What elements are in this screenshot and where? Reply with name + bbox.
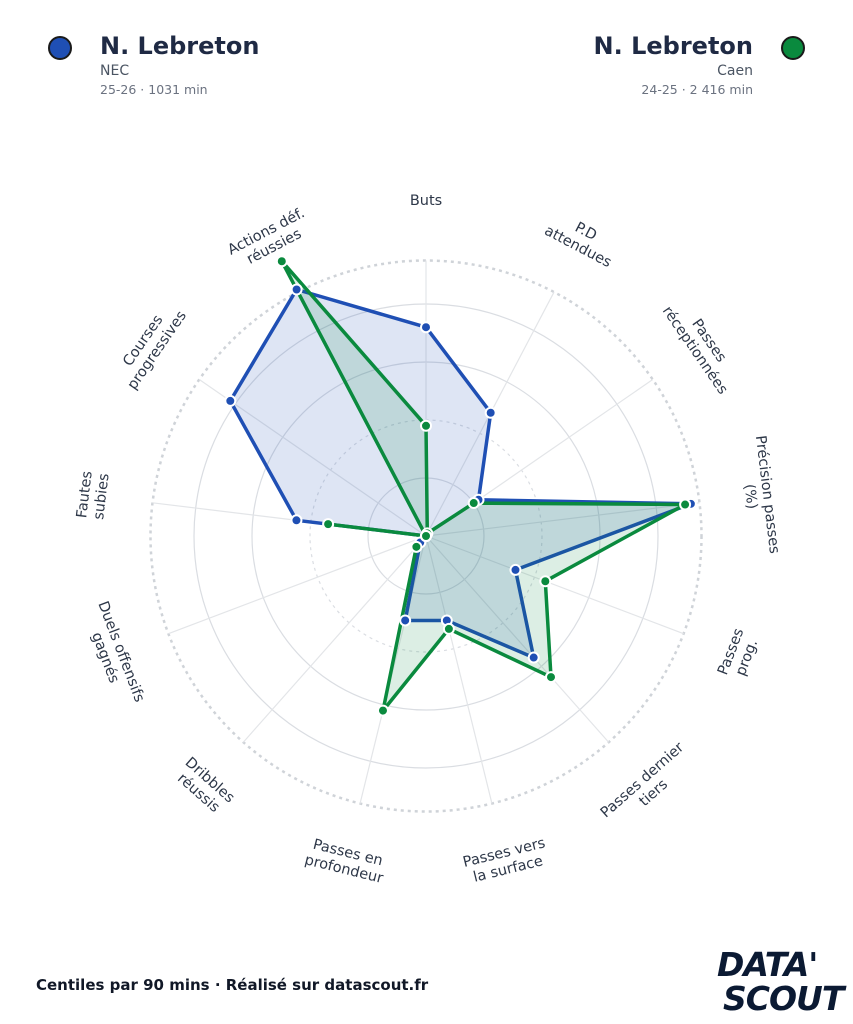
player-2-meta: 24-25 · 2 416 min bbox=[641, 82, 753, 97]
series-1-point-2 bbox=[484, 406, 497, 419]
series-2-point-12 bbox=[420, 530, 432, 542]
player-2-color-dot bbox=[781, 36, 805, 60]
series-2-point-4 bbox=[679, 498, 692, 511]
series-1-point-13 bbox=[290, 283, 303, 296]
axis-label-6-line-1: Passes dernier bbox=[598, 740, 687, 822]
axis-label-4-line-2: (%) bbox=[741, 483, 760, 510]
player-1-meta: 25-26 · 1031 min bbox=[100, 82, 208, 97]
series-2-point-11 bbox=[322, 518, 335, 531]
datascout-logo: DATA' SCOUT bbox=[717, 945, 844, 1018]
axis-label-11-line-1: Fautes bbox=[74, 470, 96, 519]
axis-label-11-line-2: subies bbox=[91, 473, 112, 521]
axis-label-group-4: Précision passes(%) bbox=[741, 435, 782, 555]
series-2-point-6 bbox=[544, 671, 557, 684]
series-2-point-3 bbox=[467, 497, 480, 510]
grid-spoke-10 bbox=[168, 535, 427, 635]
series-2-point-13 bbox=[275, 255, 288, 268]
series-2-point-8 bbox=[376, 704, 389, 717]
grid-spoke-9 bbox=[242, 535, 427, 743]
player-1-club: NEC bbox=[100, 63, 130, 79]
axis-label-group-1: Buts bbox=[410, 193, 442, 209]
axis-label-group-13: Actions déf.réussies bbox=[225, 205, 307, 268]
grid-spoke-4 bbox=[425, 502, 700, 537]
series-2-point-5 bbox=[539, 575, 552, 588]
player-2-club: Caen bbox=[717, 63, 753, 79]
grid-spoke-12 bbox=[198, 379, 427, 537]
grid-spoke-6 bbox=[425, 535, 610, 743]
series-2-point-7 bbox=[442, 622, 455, 635]
axis-label-1-line-1: Buts bbox=[410, 193, 442, 209]
footer-note: Centiles par 90 mins · Réalisé sur datas… bbox=[36, 976, 429, 994]
logo-line-2: SCOUT bbox=[723, 979, 844, 1018]
radar-series bbox=[224, 255, 697, 717]
series-2-area bbox=[280, 259, 687, 713]
logo-line-1: DATA' bbox=[717, 945, 818, 984]
series-1-point-12 bbox=[224, 394, 237, 407]
series-2-point-1 bbox=[420, 419, 432, 432]
grid-spoke-5 bbox=[425, 535, 684, 635]
player-2-name: N. Lebreton bbox=[593, 32, 753, 60]
series-1-point-6 bbox=[527, 651, 540, 664]
series-1-point-8 bbox=[399, 614, 412, 627]
series-2-point-9 bbox=[410, 540, 423, 553]
series-1-point-5 bbox=[509, 563, 522, 576]
grid-spoke-7 bbox=[425, 535, 493, 804]
player-1-name: N. Lebreton bbox=[100, 32, 260, 60]
series-1-point-11 bbox=[290, 514, 303, 527]
player-1-color-dot bbox=[48, 36, 72, 60]
series-1-point-1 bbox=[420, 321, 432, 334]
